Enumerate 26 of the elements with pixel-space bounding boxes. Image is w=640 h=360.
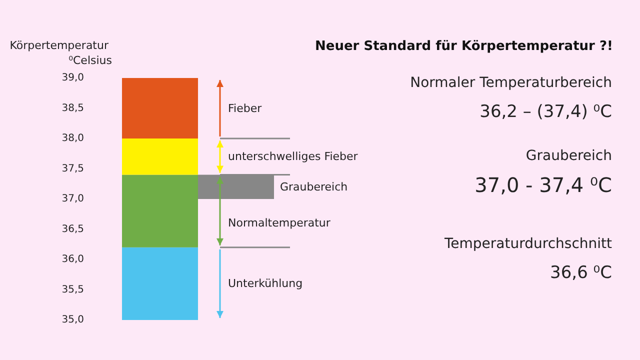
y-tick-label: 36,5 [62, 224, 84, 235]
legend-label: unterschwelliges Fieber [228, 150, 358, 164]
text: Normaltemperatur [228, 216, 331, 230]
y-tick-label: 38,5 [62, 102, 84, 114]
text: 36,2 – (37,4) ⁰C [480, 102, 612, 122]
y-axis-title: Körpertemperatur ⁰Celsius [10, 39, 112, 67]
y-tick-label: 36,0 [62, 254, 84, 265]
y-tick-label: 37,5 [62, 163, 84, 174]
bar [122, 247, 198, 320]
band-label: Graubereich [280, 180, 348, 194]
annotation: Normaler Temperaturbereich [410, 75, 612, 91]
text: Unterkühlung [228, 277, 303, 290]
bar [122, 138, 198, 175]
text: 37,0 - 37,4 ⁰C [474, 173, 612, 197]
y-tick-label: 39,0 [62, 72, 84, 84]
annotation: Temperaturdurchschnitt [443, 236, 613, 252]
bar [122, 78, 198, 138]
y-tick-label: 38,0 [62, 133, 84, 144]
text: Fieber [228, 102, 262, 115]
y-tick-label: 35,0 [62, 314, 84, 326]
text: 36,6 ⁰C [550, 263, 612, 283]
y-tick-label: 37,0 [62, 194, 84, 204]
bar [122, 174, 198, 248]
y-tick-label: 35,5 [62, 284, 84, 296]
text: Graubereich [526, 148, 612, 164]
chart-title: Neuer Standard für Körpertemperatur ?! [315, 39, 613, 54]
